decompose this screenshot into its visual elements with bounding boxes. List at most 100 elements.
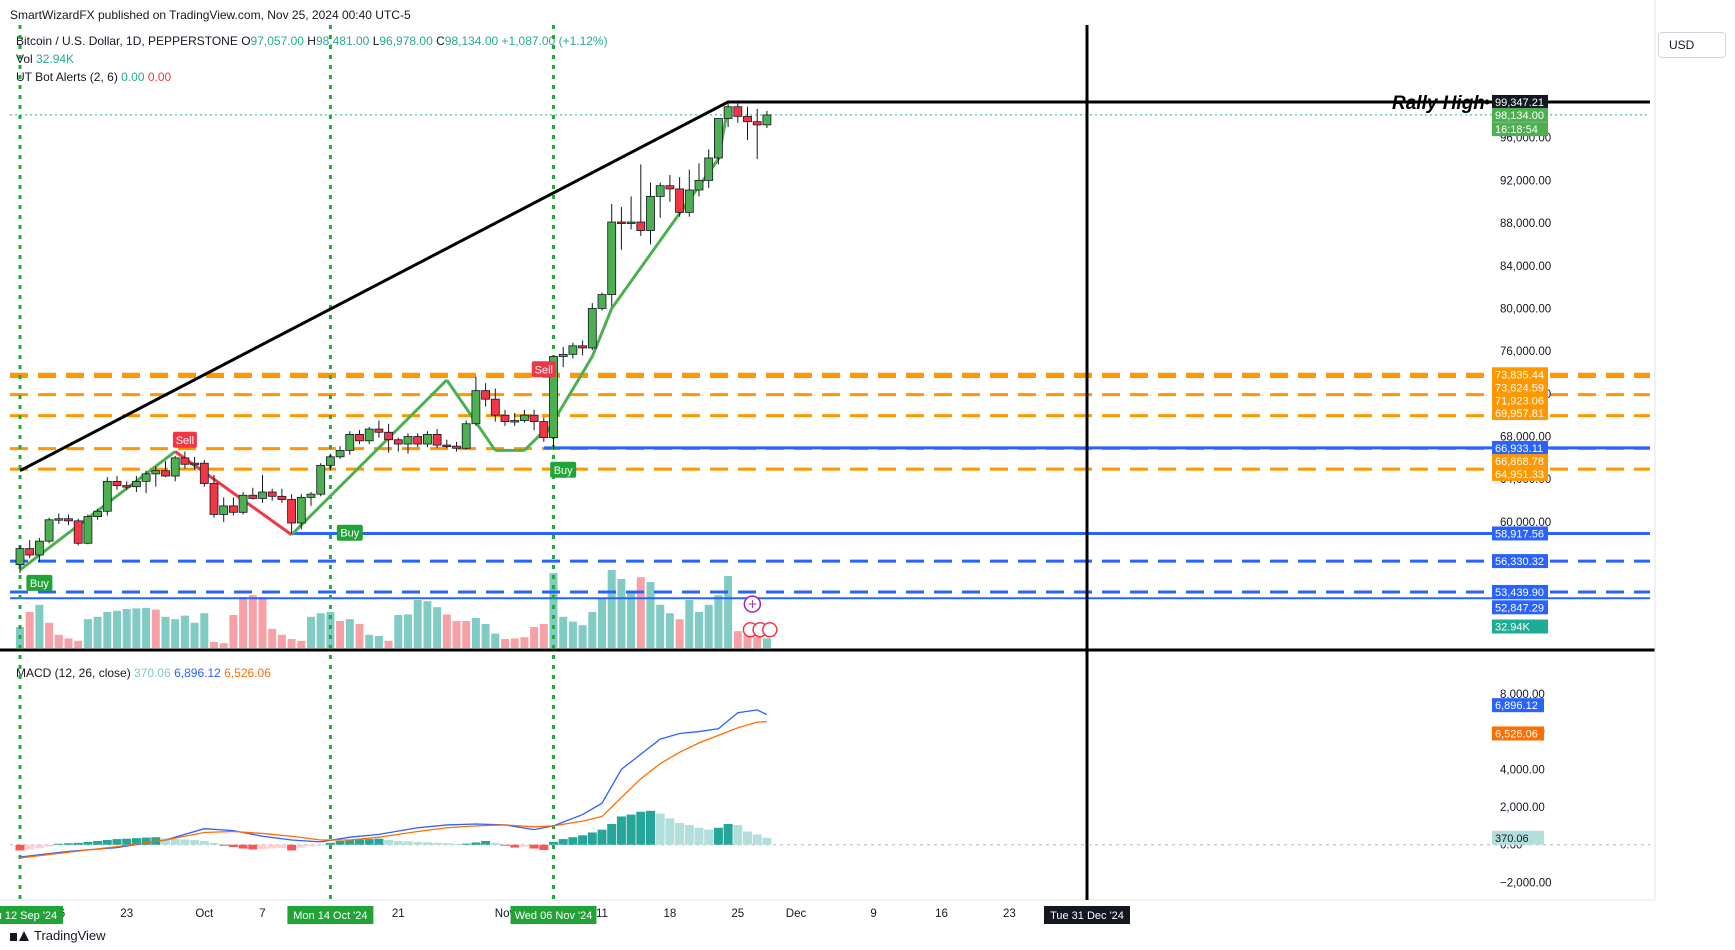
volume-bar [433,607,442,648]
volume-bar [210,642,218,648]
candle-body [25,548,35,556]
candle-body [228,505,238,513]
price-axis-label: 32.94K [1495,622,1531,634]
candle-body [481,390,491,400]
macd-histogram-bar [228,844,238,847]
volume-bar [685,600,694,648]
macd-histogram-bar [15,844,25,851]
volume-bar [103,612,112,648]
macd-histogram-bar [296,844,306,848]
macd-hist-value: 370.06 [134,666,171,680]
macd-histogram-bar [161,838,170,845]
candle-body [597,294,607,309]
macd-legend[interactable]: MACD (12, 26, close) 370.06 6,896.12 6,5… [16,666,271,680]
volume-bar [646,582,655,648]
candle-body [665,185,675,190]
macd-histogram-bar [170,839,180,845]
buy-signal-label: Buy [30,578,49,590]
macd-histogram-bar [267,844,277,849]
economic-event-flag-icon [762,621,778,638]
price-axis-label-bg [1492,600,1548,615]
candle-body [102,480,112,512]
macd-histogram-bar [374,838,384,845]
rally-trend-line [19,100,729,473]
macd-histogram-bar [752,834,762,845]
price-axis-tick: 84,000.00 [1500,261,1551,273]
volume-bar [743,634,752,648]
price-axis-label: 66,933.11 [1495,443,1543,455]
macd-axis-label-bg [1492,698,1544,713]
sell-signal-badge [531,361,556,378]
candle-body [258,491,267,499]
volume-bar [180,615,189,648]
macd-axis-label: 6,526.06 [1495,728,1538,740]
candle-body [15,548,25,566]
candle-body [510,420,520,423]
volume-bar [54,634,63,648]
time-axis-tick: 11 [596,908,608,920]
macd-label: MACD (12, 26, close) [16,666,131,680]
volume-bar [481,624,490,648]
macd-histogram-bar [607,823,617,845]
volume-value: 32.94K [36,52,75,66]
time-axis-tick: 18 [664,908,677,920]
candle-body [723,106,733,119]
macd-histogram-bar [345,840,355,845]
volume-bar [229,615,238,648]
volume-bar [762,638,771,648]
trend-segment-line [445,379,497,452]
price-axis-label: 58,917.56 [1495,528,1544,540]
macd-histogram-bar [529,844,539,849]
macd-histogram-bar [481,840,491,845]
macd-histogram-bar [452,843,461,845]
macd-histogram-bar [646,810,655,845]
price-axis-label: 73,835.44 [1495,369,1544,381]
macd-histogram-bar [248,844,258,850]
macd-histogram-bar [558,839,568,845]
macd-histogram-bar [549,841,558,845]
candle-body [219,505,229,515]
sell-signal-badge [172,431,197,448]
currency-selector[interactable]: USD [1658,32,1726,58]
macd-line-value: 6,896.12 [174,666,221,680]
low-value: 96,978.00 [379,34,433,48]
sell-signal-label: Sell [535,364,553,376]
buy-signal-label: Buy [554,465,573,477]
volume-bar [113,610,121,648]
macd-axis-tick: 2,000.00 [1500,802,1545,814]
volume-bar [491,633,500,648]
indicator-legend[interactable]: UT Bot Alerts (2, 6) 0.00 0.00 [16,70,171,84]
volume-bar [598,598,606,648]
price-axis-label-bg [1492,406,1548,421]
price-axis-label-bg [1492,380,1548,395]
volume-bar [695,612,703,648]
volume-bar [733,631,742,648]
candle-body [374,428,384,433]
volume-bar [423,601,432,648]
macd-axis-label-bg [1492,830,1544,845]
price-axis-label: 99,347.21 [1495,97,1544,109]
trend-segment-line [290,378,448,536]
macd-histogram-bar [723,823,733,845]
candle-body [568,345,578,355]
tradingview-logo: TradingView [10,928,106,943]
macd-axis-label: 370.06 [1495,833,1529,845]
macd-histogram-bar [442,843,452,845]
volume-bar [200,613,209,648]
macd-histogram-bar [568,837,578,845]
macd-histogram-bar [597,829,607,845]
macd-histogram-bar [403,841,413,845]
macd-histogram-bar [413,841,423,845]
candle-body [743,115,752,123]
candle-body [151,470,161,475]
published-caption: SmartWizardFX published on TradingView.c… [10,8,411,22]
price-axis-label-bg [1492,466,1548,481]
symbol-legend[interactable]: Bitcoin / U.S. Dollar, 1D, PEPPERSTONE O… [16,34,608,48]
candle-body [646,195,655,231]
open-label: O [241,34,251,48]
macd-histogram-bar [636,811,646,845]
price-axis-label-bg [1492,554,1548,569]
macd-histogram-bar [578,835,588,845]
volume-bar [704,604,713,648]
